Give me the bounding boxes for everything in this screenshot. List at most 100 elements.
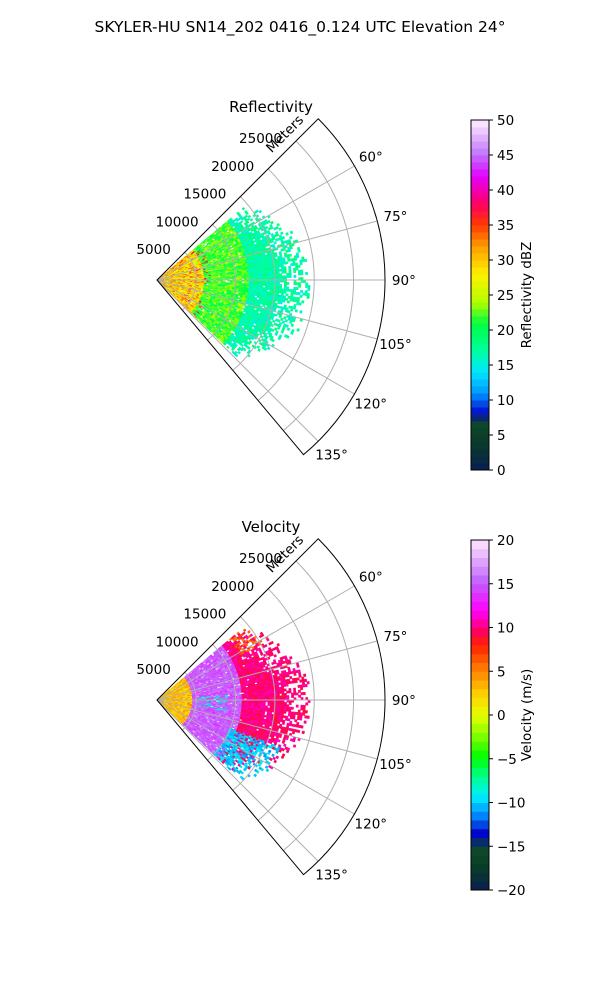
colorbar-swatch <box>471 449 489 457</box>
colorbar-swatch <box>471 723 489 733</box>
colorbar-swatch <box>471 281 489 289</box>
azimuth-tick-label: 105° <box>379 337 412 353</box>
range-ring <box>283 560 355 851</box>
colorbar-swatch <box>471 365 489 373</box>
colorbar-swatch <box>471 636 489 646</box>
colorbar-swatch <box>471 645 489 655</box>
range-ring <box>181 671 197 731</box>
colorbar-swatch <box>471 260 489 268</box>
colorbar-swatch <box>471 323 489 331</box>
azimuth-spoke <box>156 699 355 815</box>
colorbar-swatch <box>471 442 489 450</box>
velocity-panel: Velocity500010000150002000025000Meters60… <box>136 518 535 899</box>
colorbar-tick-label: 15 <box>497 358 514 374</box>
range-ring <box>207 644 237 761</box>
colorbar-swatch <box>471 134 489 142</box>
colorbar-tick-label: 0 <box>497 463 506 479</box>
range-tick-label: 10000 <box>156 634 199 650</box>
azimuth-spoke <box>156 165 355 281</box>
colorbar-swatch <box>471 811 489 821</box>
colorbar-swatch <box>471 863 489 873</box>
colorbar-swatch <box>471 400 489 408</box>
colorbar-swatch <box>471 627 489 637</box>
colorbar-swatch <box>471 169 489 177</box>
colorbar-swatch <box>471 162 489 170</box>
colorbar-swatch <box>471 706 489 716</box>
range-ring <box>257 168 315 401</box>
colorbar-swatch <box>471 758 489 768</box>
colorbar-swatch <box>471 386 489 394</box>
azimuth-spoke <box>156 279 378 340</box>
colorbar: 0 5 10 15 20 25 30 35 40 45 50 Reflectivity dBZ <box>470 113 535 479</box>
range-tick-label: 15000 <box>183 187 226 203</box>
colorbar-swatch <box>471 767 489 777</box>
range-tick-label: 25000 <box>239 131 282 147</box>
colorbar-swatch <box>471 610 489 620</box>
colorbar-swatch <box>471 225 489 233</box>
colorbar-swatch <box>471 688 489 698</box>
colorbar-swatch <box>471 309 489 317</box>
colorbar-tick-label: 45 <box>497 148 514 164</box>
colorbar-swatch <box>471 120 489 128</box>
panel-title: Reflectivity <box>229 98 313 116</box>
colorbar-swatch <box>471 218 489 226</box>
colorbar-swatch <box>471 176 489 184</box>
range-tick-label: 25000 <box>239 551 282 567</box>
sector-outline <box>156 118 386 456</box>
colorbar-swatch <box>471 239 489 247</box>
colorbar-swatch <box>471 246 489 254</box>
colorbar-swatch <box>471 393 489 401</box>
colorbar-swatch <box>471 671 489 681</box>
colorbar-swatch <box>471 407 489 415</box>
figure-suptitle: SKYLER-HU SN14_202 0416_0.124 UTC Elevat… <box>95 18 506 37</box>
colorbar-swatch <box>471 379 489 387</box>
colorbar-tick-label: 5 <box>497 664 506 680</box>
colorbar-swatch <box>471 204 489 212</box>
colorbar-swatch <box>471 837 489 847</box>
colorbar-tick-label: 50 <box>497 113 514 129</box>
colorbar-swatch <box>471 337 489 345</box>
reflectivity-panel: Reflectivity500010000150002000025000Mete… <box>136 98 535 479</box>
colorbar-swatch <box>471 190 489 198</box>
range-ring <box>232 616 276 791</box>
colorbar-swatch <box>471 566 489 576</box>
azimuth-tick-label: 135° <box>315 868 348 884</box>
colorbar-swatch <box>471 351 489 359</box>
colorbar-swatch <box>471 592 489 602</box>
colorbar-swatch <box>471 295 489 303</box>
colorbar-swatch <box>471 253 489 261</box>
colorbar-tick-label: 30 <box>497 253 514 269</box>
azimuth-tick-label: 75° <box>383 629 407 645</box>
colorbar-tick-label: −20 <box>497 883 526 899</box>
colorbar-swatch <box>471 828 489 838</box>
colorbar-swatch <box>471 872 489 882</box>
colorbar-tick-label: 20 <box>497 323 514 339</box>
colorbar-swatch <box>471 715 489 725</box>
colorbar-swatch <box>471 575 489 585</box>
colorbar-swatch <box>471 421 489 429</box>
colorbar-tick-label: 10 <box>497 621 514 637</box>
range-tick-label: 5000 <box>136 242 170 258</box>
range-ring <box>232 196 276 371</box>
colorbar-swatch <box>471 344 489 352</box>
colorbar-swatch <box>471 802 489 812</box>
colorbar-swatch <box>471 456 489 464</box>
range-tick-label: 20000 <box>211 579 254 595</box>
colorbar-swatch <box>471 557 489 567</box>
colorbar-swatch <box>471 330 489 338</box>
azimuth-spoke <box>156 699 319 862</box>
radar-data <box>156 628 311 781</box>
azimuth-tick-label: 120° <box>355 396 388 412</box>
colorbar-swatch <box>471 414 489 422</box>
colorbar-swatch <box>471 548 489 558</box>
colorbar-tick-label: 35 <box>497 218 514 234</box>
azimuth-tick-label: 60° <box>359 570 383 586</box>
colorbar-swatch <box>471 583 489 593</box>
range-ring <box>181 251 197 311</box>
colorbar-swatch <box>471 680 489 690</box>
colorbar-label: Velocity (m/s) <box>519 669 535 762</box>
colorbar-swatch <box>471 697 489 707</box>
colorbar-swatch <box>471 127 489 135</box>
range-tick-label: 20000 <box>211 159 254 175</box>
colorbar-swatch <box>471 846 489 856</box>
